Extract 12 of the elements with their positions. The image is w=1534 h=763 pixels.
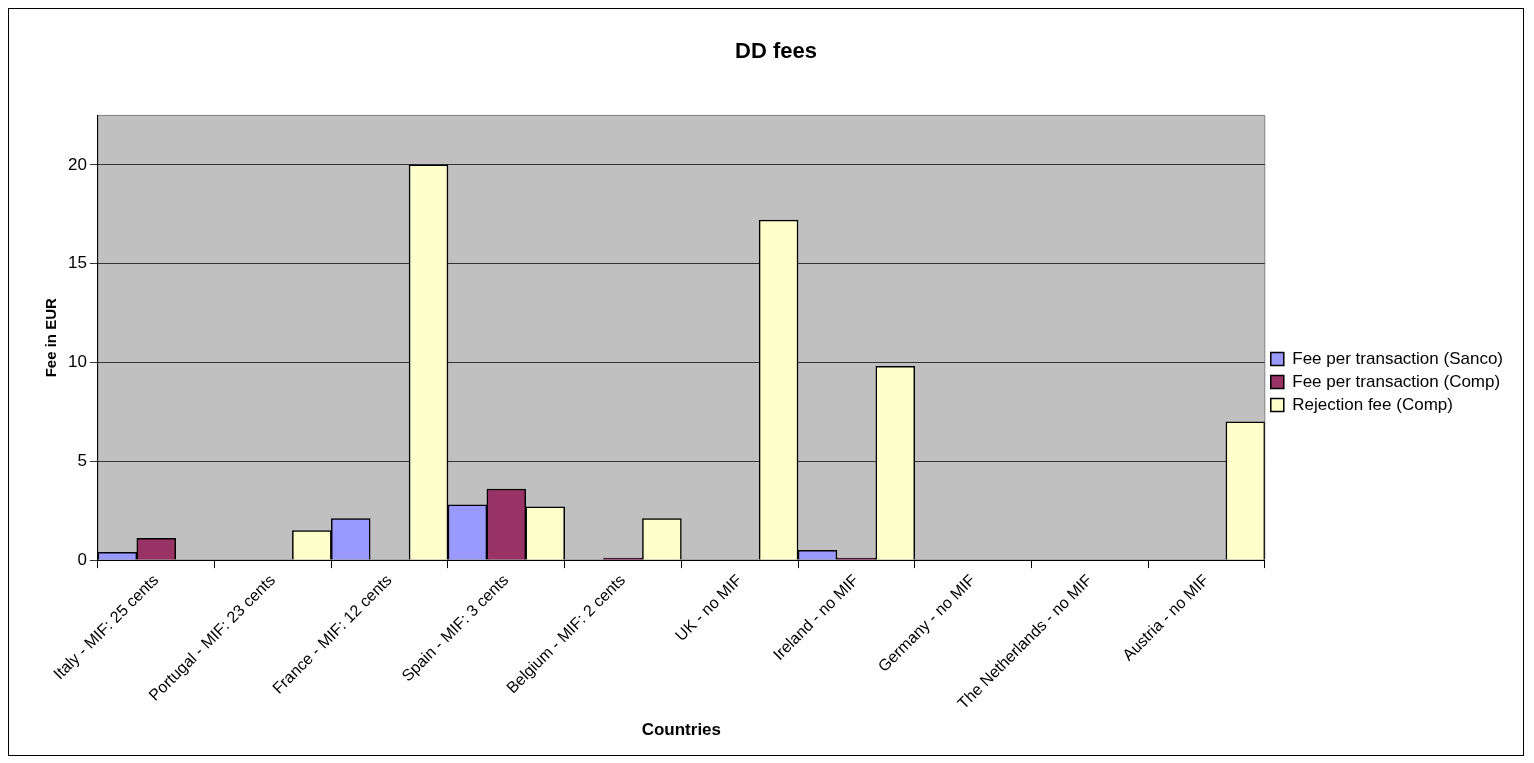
legend-label: Rejection fee (Comp) xyxy=(1292,394,1453,414)
x-axis-title: Countries xyxy=(641,720,722,740)
legend-label: Fee per transaction (Comp) xyxy=(1292,371,1501,391)
y-tick-label: 0 xyxy=(77,549,87,569)
y-axis-title: Fee in EUR xyxy=(42,298,60,378)
y-tick-label: 5 xyxy=(77,450,87,470)
y-tick-label: 20 xyxy=(67,154,87,174)
y-tick-label: 15 xyxy=(67,253,87,273)
x-tick-label: UK - no MIF xyxy=(671,570,746,645)
legend-label: Fee per transaction (Sanco) xyxy=(1292,348,1503,368)
chart-title: DD fees xyxy=(735,38,817,64)
y-tick-label: 10 xyxy=(67,352,87,372)
